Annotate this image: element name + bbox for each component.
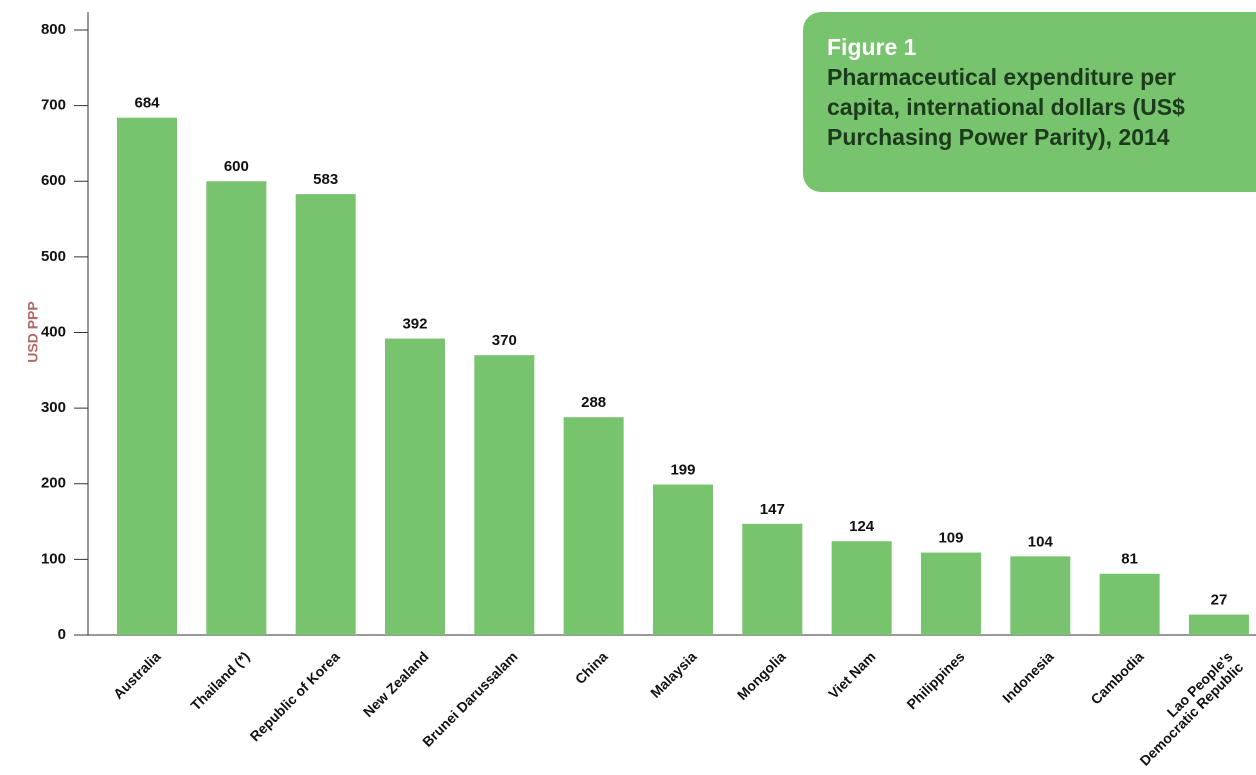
y-tick-label: 0 — [58, 626, 66, 643]
value-label: 600 — [224, 158, 249, 175]
y-axis-label: USD PPP — [25, 301, 41, 362]
value-label: 104 — [1028, 533, 1054, 550]
value-label: 27 — [1211, 592, 1228, 609]
y-tick-label: 400 — [41, 323, 66, 340]
bar — [206, 181, 267, 635]
bar — [117, 117, 177, 636]
chart-title: Pharmaceutical expenditure per capita, i… — [827, 64, 1185, 150]
value-label: 81 — [1121, 551, 1138, 568]
y-tick-label: 100 — [41, 550, 66, 567]
y-tick-label: 200 — [41, 475, 66, 492]
figure-label: Figure 1 — [827, 34, 917, 60]
value-label: 147 — [760, 501, 785, 518]
value-label: 370 — [492, 332, 517, 349]
bar — [1010, 556, 1071, 635]
bar — [920, 552, 981, 635]
y-tick-label: 300 — [41, 399, 66, 416]
value-label: 199 — [670, 461, 695, 478]
value-label: 109 — [938, 530, 963, 547]
bar — [474, 355, 535, 635]
bar — [563, 417, 624, 635]
value-label: 124 — [849, 518, 875, 535]
bar — [384, 338, 445, 635]
bar — [295, 194, 356, 635]
bar — [1188, 614, 1249, 635]
bar — [831, 541, 892, 635]
bar — [742, 523, 803, 635]
value-label: 288 — [581, 394, 606, 411]
y-tick-label: 700 — [41, 97, 66, 114]
value-label: 684 — [134, 95, 160, 112]
value-label: 392 — [402, 316, 427, 333]
value-label: 583 — [313, 171, 338, 188]
y-tick-label: 800 — [41, 21, 66, 38]
title-box: Figure 1 Pharmaceutical expenditure per … — [803, 12, 1256, 192]
bar — [652, 484, 713, 635]
bar — [1099, 573, 1160, 635]
y-tick-label: 600 — [41, 172, 66, 189]
y-tick-label: 500 — [41, 248, 66, 265]
